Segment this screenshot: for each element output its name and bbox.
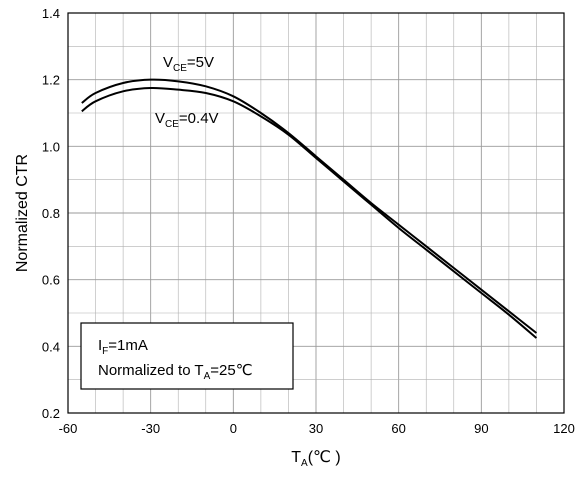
x-axis-title-sub: A bbox=[301, 458, 308, 469]
series-label-vce-0-4v: VCE=0.4V bbox=[155, 110, 219, 130]
y-tick-label: 0.4 bbox=[42, 339, 60, 354]
series-label-vce-5v: VCE=5V bbox=[163, 54, 214, 74]
annotation-sub: A bbox=[204, 371, 211, 382]
series-label-rest: =0.4V bbox=[179, 110, 219, 127]
series-label-rest: =5V bbox=[187, 54, 214, 71]
x-tick-label: 60 bbox=[391, 421, 405, 436]
annotation-line-if: IF=1mA bbox=[98, 337, 148, 357]
x-axis-title-unit: (℃ ) bbox=[308, 449, 341, 466]
y-tick-labels: 0.2 0.4 0.6 0.8 1.0 1.2 1.4 bbox=[42, 6, 60, 421]
x-axis-title-main: T bbox=[291, 449, 301, 466]
x-tick-label: -30 bbox=[141, 421, 160, 436]
series-label-main: V bbox=[163, 54, 173, 71]
plot-frame bbox=[67, 12, 565, 414]
series-label-main: V bbox=[155, 110, 165, 127]
annotation-box: IF=1mA Normalized to TA=25℃ bbox=[80, 322, 294, 390]
series-line-vce-0-4v bbox=[81, 86, 538, 339]
series-label-sub: CE bbox=[165, 119, 179, 130]
y-tick-label: 0.8 bbox=[42, 206, 60, 221]
annotation-rest: =25℃ bbox=[210, 362, 252, 379]
x-tick-label: 90 bbox=[474, 421, 488, 436]
annotation-main: Normalized to T bbox=[98, 362, 204, 379]
series-label-sub: CE bbox=[173, 63, 187, 74]
series-line-vce-5v bbox=[81, 78, 538, 334]
series-lines bbox=[81, 78, 538, 339]
annotation-rest: =1mA bbox=[108, 337, 148, 354]
annotation-line-normalized: Normalized to TA=25℃ bbox=[98, 362, 253, 382]
y-tick-label: 0.6 bbox=[42, 273, 60, 288]
annotation-main: I bbox=[98, 337, 102, 354]
y-tick-label: 1.0 bbox=[42, 139, 60, 154]
y-axis-title: Normalized CTR bbox=[14, 154, 31, 272]
annotation-frame bbox=[80, 322, 294, 390]
y-tick-label: 1.4 bbox=[42, 6, 60, 21]
x-tick-label: -60 bbox=[59, 421, 78, 436]
y-tick-label: 0.2 bbox=[42, 406, 60, 421]
annotation-sub: F bbox=[102, 346, 108, 357]
x-axis-title: TA(℃ ) bbox=[291, 449, 341, 469]
x-tick-label: 30 bbox=[309, 421, 323, 436]
x-tick-label: 120 bbox=[553, 421, 575, 436]
x-tick-label: 0 bbox=[230, 421, 237, 436]
y-tick-label: 1.2 bbox=[42, 73, 60, 88]
x-tick-labels: -60 -30 0 30 60 90 120 bbox=[59, 421, 575, 436]
